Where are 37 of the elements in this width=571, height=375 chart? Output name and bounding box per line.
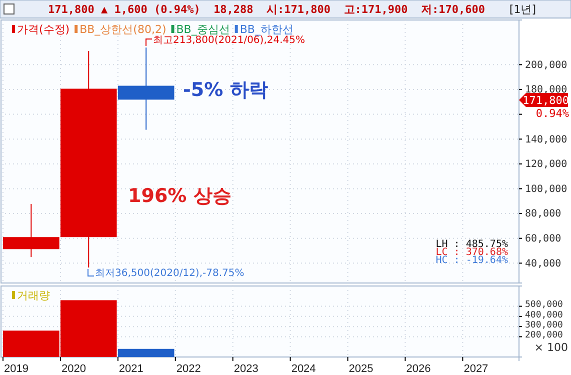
y-tick-label: 80,000 [525, 208, 562, 220]
annotation: 196% 상승 [128, 185, 232, 207]
text: 0.94% [536, 107, 570, 120]
y-tick-label: 200,000 [525, 330, 563, 341]
annotation: BB_중심선 [176, 23, 230, 36]
x-tick-label: 2020 [61, 362, 86, 375]
annotation: HC : -19.64% [436, 255, 508, 266]
y-tick-label: 60,000 [525, 234, 562, 245]
series-label: 거래량 [17, 289, 50, 302]
y-tick-label: 100,000 [525, 184, 568, 195]
y-tick-label: 40,000 [525, 258, 562, 270]
bar [118, 348, 174, 357]
x-tick-label: 2025 [348, 362, 374, 375]
y-tick-label: 140,000 [525, 134, 568, 146]
x-tick-label: 2021 [118, 362, 144, 375]
y-tick-label: 300,000 [525, 320, 563, 330]
annotation: -5% 하락 [183, 79, 268, 101]
annotation: 최고213,800(2021/06),24.45% [153, 35, 306, 46]
text: × 100 [534, 341, 568, 354]
x-tick-label: 2024 [291, 362, 316, 375]
y-tick-label: 200,000 [525, 60, 568, 71]
y-tick-label: 180,000 [525, 84, 568, 96]
x-tick-label: 2022 [176, 362, 201, 375]
annotation: BB_하한선 [240, 23, 294, 36]
chart-title: 171,800 ▲ 1,600 (0.94%) 18,288 시:171,800 고:171,900 저:170,600 [48, 3, 485, 16]
x-tick-label: 2023 [234, 362, 258, 375]
chart-subtitle: [1년] [509, 3, 536, 16]
x-tick-label: 2026 [406, 362, 431, 375]
y-tick-label: 500,000 [525, 300, 563, 310]
y-tick-label: 120,000 [525, 159, 568, 170]
x-tick-label: 2019 [4, 362, 28, 375]
annotation: BB_상한선(80,2) [80, 23, 166, 36]
y-tick-label: 400,000 [525, 310, 563, 320]
x-tick-label: 2027 [464, 362, 488, 375]
annotation: 최저36,500(2020/12),-78.75% [95, 268, 244, 279]
legend-label: 가격(수정) [17, 23, 70, 36]
text: 171,800 [522, 94, 569, 107]
